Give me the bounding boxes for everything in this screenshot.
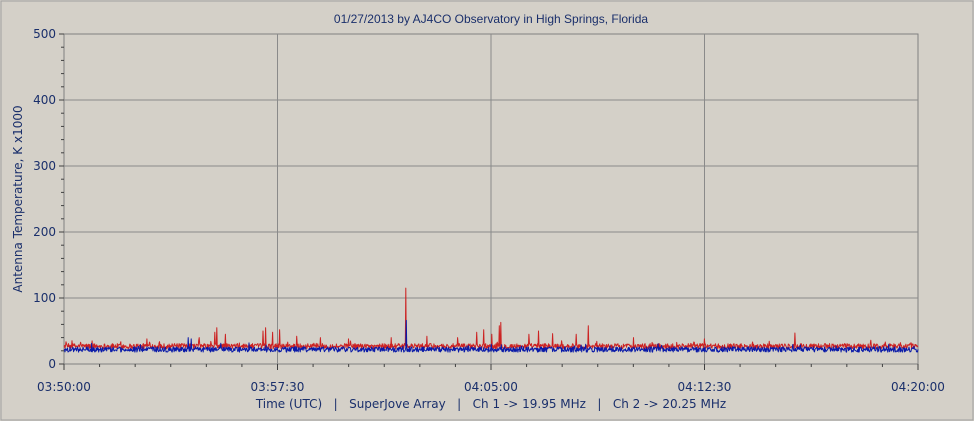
x-tick-label: 04:05:00 [464,380,518,394]
chart-title: 01/27/2013 by AJ4CO Observatory in High … [334,12,648,26]
y-tick-label: 100 [33,291,56,305]
series-layer [63,287,919,353]
series-line-ch2 [63,319,919,353]
y-tick-label: 0 [48,357,56,371]
y-axis-label: Antenna Temperature, K x1000 [11,105,25,292]
y-tick-label: 300 [33,159,56,173]
y-axis: 0 100 200 300 400 500 [33,27,64,371]
y-tick-label: 500 [33,27,56,41]
x-tick-label: 03:50:00 [37,380,91,394]
y-tick-label: 200 [33,225,56,239]
x-tick-label: 04:20:00 [891,380,945,394]
x-axis: 03:50:00 03:57:30 04:05:00 04:12:30 04:20:00 [37,364,945,394]
x-tick-label: 03:57:30 [251,380,305,394]
x-tick-label: 04:12:30 [678,380,732,394]
y-tick-label: 400 [33,93,56,107]
grid-lines [64,34,918,364]
x-axis-label: Time (UTC) | SuperJove Array | Ch 1 -> 1… [255,397,726,411]
